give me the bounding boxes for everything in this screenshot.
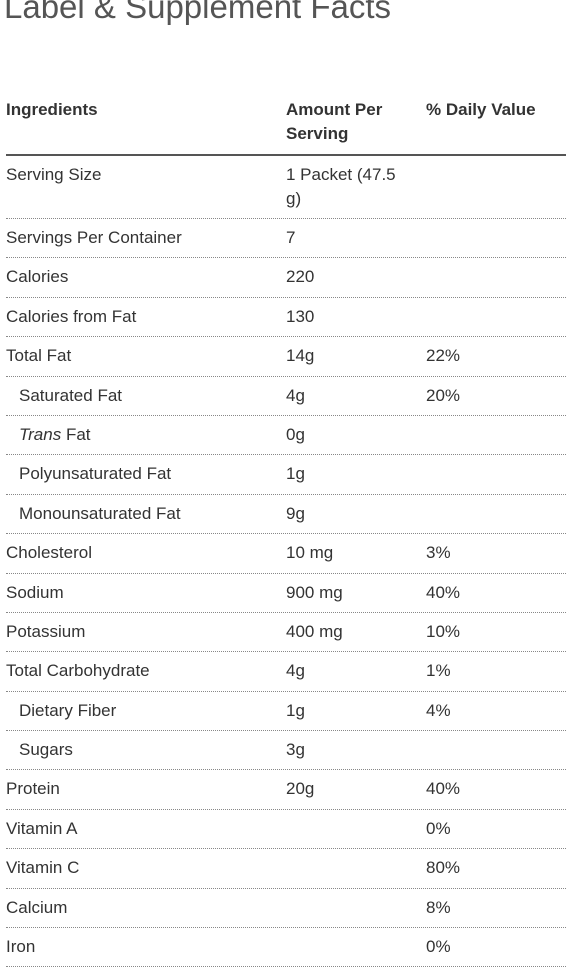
ingredient-cell: Sugars bbox=[19, 740, 73, 760]
table-row: Vitamin C 80% bbox=[6, 849, 566, 889]
ingredient-cell: Calories from Fat bbox=[6, 306, 137, 326]
daily-value-cell: 8% bbox=[426, 897, 451, 917]
table-row: Total Fat 14g 22% bbox=[6, 337, 566, 377]
table-row: Serving Size 1 Packet (47.5 g) bbox=[6, 156, 566, 219]
ingredient-cell: Polyunsaturated Fat bbox=[19, 464, 172, 484]
ingredient-cell: Vitamin A bbox=[6, 818, 78, 838]
ingredient-cell: Sodium bbox=[6, 582, 64, 602]
amount-cell: 1 Packet (47.5 g) bbox=[286, 165, 396, 208]
amount-cell: 220 bbox=[286, 267, 315, 287]
daily-value-cell: 80% bbox=[426, 858, 461, 878]
header-cell: Ingredients bbox=[6, 100, 98, 119]
ingredient-text: Trans bbox=[19, 424, 62, 444]
daily-value-cell: 40% bbox=[426, 779, 461, 799]
daily-value-cell: 10% bbox=[426, 621, 461, 641]
amount-cell: 3g bbox=[286, 740, 305, 760]
table-row: Saturated Fat 4g 20% bbox=[6, 377, 566, 416]
ingredient-cell: Vitamin C bbox=[6, 858, 80, 878]
amount-cell: 4g bbox=[286, 661, 305, 681]
amount-cell: 4g bbox=[286, 385, 305, 405]
ingredient-cell: Calcium bbox=[6, 897, 68, 917]
supplement-table: Ingredients Amount Per Serving % Daily V… bbox=[6, 96, 566, 968]
table-row: Dietary Fiber 1g 4% bbox=[6, 692, 566, 732]
table-row: Protein 20g 40% bbox=[6, 770, 566, 810]
table-row: Calcium 8% bbox=[6, 889, 566, 929]
ingredient-cell: Calories bbox=[6, 267, 69, 287]
amount-cell: 0g bbox=[286, 424, 305, 444]
ingredient-cell: Saturated Fat bbox=[19, 385, 123, 405]
daily-value-cell: 1% bbox=[426, 661, 451, 681]
table-row: Calories from Fat 130 bbox=[6, 298, 566, 338]
daily-value-cell: 0% bbox=[426, 937, 451, 957]
daily-value-cell: 20% bbox=[426, 385, 461, 405]
table-row: Trans Fat 0g bbox=[6, 416, 566, 456]
table-row: Potassium 400 mg 10% bbox=[6, 613, 566, 653]
page-title: Label & Supplement Facts bbox=[4, 0, 392, 25]
amount-cell: 14g bbox=[286, 346, 315, 366]
header-row: Ingredients Amount Per Serving % Daily V… bbox=[6, 96, 566, 156]
table-row: Servings Per Container 7 bbox=[6, 219, 566, 259]
table-row: Polyunsaturated Fat 1g bbox=[6, 455, 566, 495]
ingredient-cell: Cholesterol bbox=[6, 543, 92, 563]
table-row: Monounsaturated Fat 9g bbox=[6, 495, 566, 535]
table-row: Cholesterol 10 mg 3% bbox=[6, 534, 566, 574]
ingredient-text: Fat bbox=[65, 424, 91, 444]
header-cell: % Daily Value bbox=[426, 100, 536, 119]
daily-value-cell: 40% bbox=[426, 582, 461, 602]
ingredient-cell: Dietary Fiber bbox=[19, 700, 117, 720]
ingredient-cell: Monounsaturated Fat bbox=[19, 503, 181, 523]
amount-cell: 20g bbox=[286, 779, 315, 799]
amount-cell: 400 mg bbox=[286, 621, 343, 641]
amount-cell: 130 bbox=[286, 306, 315, 326]
table-row: Iron 0% bbox=[6, 928, 566, 968]
daily-value-cell: 22% bbox=[426, 346, 461, 366]
table-row: Total Carbohydrate 4g 1% bbox=[6, 652, 566, 692]
amount-cell: 7 bbox=[286, 228, 296, 247]
ingredient-cell: Total Carbohydrate bbox=[6, 661, 150, 681]
amount-cell: 900 mg bbox=[286, 582, 343, 602]
table-row: Sodium 900 mg 40% bbox=[6, 574, 566, 613]
table-row: Calories 220 bbox=[6, 258, 566, 298]
amount-cell: 1g bbox=[286, 700, 305, 720]
amount-cell: 1g bbox=[286, 464, 305, 484]
table-row: Sugars 3g bbox=[6, 731, 566, 771]
daily-value-cell: 3% bbox=[426, 543, 451, 563]
ingredient-cell: Potassium bbox=[6, 621, 86, 641]
ingredient-cell: Trans Fat bbox=[19, 423, 289, 447]
amount-cell: 9g bbox=[286, 503, 305, 523]
ingredient-cell: Protein bbox=[6, 779, 60, 799]
ingredient-cell: Servings Per Container bbox=[6, 228, 182, 247]
ingredient-cell: Serving Size bbox=[6, 165, 102, 184]
header-cell: Amount Per Serving bbox=[286, 100, 383, 143]
ingredient-cell: Iron bbox=[6, 937, 36, 957]
amount-cell: 10 mg bbox=[286, 543, 334, 563]
ingredient-cell: Total Fat bbox=[6, 346, 72, 366]
table-row: Vitamin A 0% bbox=[6, 810, 566, 850]
daily-value-cell: 4% bbox=[426, 700, 451, 720]
daily-value-cell: 0% bbox=[426, 818, 451, 838]
